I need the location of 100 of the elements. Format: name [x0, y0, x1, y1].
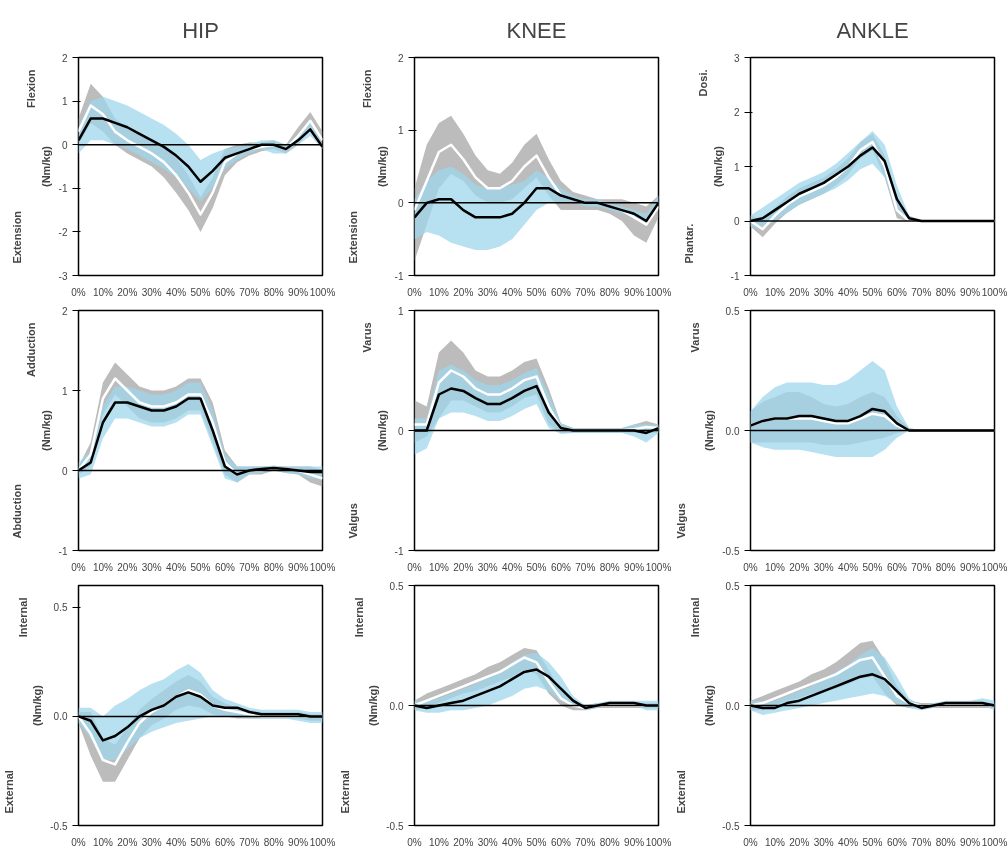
x-tick-label: 100% [645, 561, 672, 573]
x-tick-label: 10% [92, 286, 114, 298]
x-tick-label: 20% [453, 286, 474, 298]
x-tick-label: 30% [813, 836, 834, 848]
x-tick-label: 30% [477, 561, 498, 573]
y-tick-label: -0.5 [722, 545, 740, 557]
x-tick-label: 80% [263, 836, 284, 848]
x-tick-label: 60% [550, 836, 572, 848]
y-tick-label: -1 [730, 270, 740, 282]
y-tick-label: 0.0 [725, 700, 740, 712]
x-tick-label: 10% [428, 561, 450, 573]
y-axis-title: (Nm/kg) [39, 145, 52, 187]
x-tick-label: 30% [813, 286, 834, 298]
x-tick-label: 80% [263, 286, 284, 298]
y-tick-label: 2 [733, 107, 740, 118]
y-tick-label: 1 [397, 305, 404, 317]
x-tick-label: 90% [624, 561, 645, 573]
text: Valgus [346, 503, 359, 539]
x-tick-label: 80% [599, 286, 620, 298]
x-tick-label: 10% [764, 561, 786, 573]
x-tick-label: 30% [141, 561, 162, 573]
text: Extension [10, 210, 23, 264]
chart-title: HIP [182, 17, 219, 43]
text: Flexion [24, 69, 37, 109]
text: Internal [16, 597, 29, 638]
x-tick-label: 20% [789, 286, 810, 298]
x-tick-label: 60% [886, 286, 908, 298]
y-tick-label: 2 [397, 52, 404, 64]
y-tick-label: -1 [58, 545, 68, 557]
x-tick-label: 50% [190, 286, 211, 298]
x-tick-label: 40% [502, 836, 523, 848]
text: External [338, 770, 351, 814]
text: Varus [688, 322, 701, 353]
x-tick-label: 70% [239, 286, 260, 298]
x-tick-label: 40% [838, 286, 859, 298]
x-tick-label: 10% [92, 836, 114, 848]
y-tick-label: -1 [394, 270, 404, 282]
x-tick-label: 40% [166, 561, 187, 573]
x-tick-label: 0% [743, 836, 758, 848]
x-tick-label: 60% [886, 836, 908, 848]
x-tick-label: 40% [838, 836, 859, 848]
x-tick-label: 10% [764, 836, 786, 848]
y-tick-label: 1 [61, 385, 68, 397]
x-tick-label: 70% [911, 836, 932, 848]
x-tick-label: 70% [911, 286, 932, 298]
x-tick-label: 20% [453, 561, 474, 573]
x-tick-label: 80% [935, 286, 956, 298]
x-tick-label: 60% [550, 286, 572, 298]
y-tick-label: 0 [397, 425, 404, 437]
x-tick-label: 30% [813, 561, 834, 573]
x-tick-label: 60% [550, 561, 572, 573]
x-tick-label: 40% [166, 286, 187, 298]
text: External [2, 770, 15, 814]
y-tick-label: 0 [397, 197, 404, 209]
y-tick-label: -1 [394, 545, 404, 557]
x-tick-label: 70% [575, 286, 596, 298]
x-tick-label: 100% [645, 836, 672, 848]
x-tick-label: 0% [743, 286, 758, 298]
text: Dosi. [696, 69, 709, 97]
y-tick-label: -3 [58, 270, 68, 282]
x-tick-label: 90% [288, 286, 309, 298]
y-tick-label: 1 [733, 161, 740, 173]
x-tick-label: 60% [214, 286, 236, 298]
y-tick-label: -0.5 [722, 820, 740, 832]
y-tick-label: 0.5 [725, 305, 740, 317]
x-tick-label: 70% [575, 561, 596, 573]
x-tick-label: 90% [960, 286, 981, 298]
x-tick-label: 80% [935, 836, 956, 848]
x-tick-label: 40% [502, 286, 523, 298]
x-tick-label: 0% [71, 286, 86, 298]
x-tick-label: 40% [838, 561, 859, 573]
y-tick-label: -0.5 [50, 820, 68, 832]
chart-title: ANKLE [836, 17, 909, 43]
y-axis-title: (Nm/kg) [703, 684, 716, 726]
x-tick-label: 70% [575, 836, 596, 848]
y-axis-title: (Nm/kg) [703, 409, 716, 451]
x-tick-label: 30% [477, 836, 498, 848]
x-tick-label: 90% [624, 836, 645, 848]
text: Flexion [360, 69, 373, 109]
y-tick-label: 0.0 [389, 700, 404, 712]
x-tick-label: 10% [92, 561, 114, 573]
x-tick-label: 60% [214, 836, 236, 848]
y-tick-label: 0.5 [725, 580, 740, 592]
y-tick-label: 0 [733, 216, 740, 227]
x-tick-label: 40% [166, 836, 187, 848]
y-axis-title: (Nm/kg) [367, 684, 380, 726]
x-tick-label: 20% [117, 561, 138, 573]
y-tick-label: -2 [58, 226, 68, 238]
x-tick-label: 20% [789, 561, 810, 573]
x-tick-label: 90% [288, 836, 309, 848]
chart-title: KNEE [506, 17, 567, 43]
x-tick-label: 90% [960, 836, 981, 848]
x-tick-label: 70% [239, 836, 260, 848]
y-axis-title: (Nm/kg) [31, 684, 44, 726]
y-tick-label: 0 [61, 465, 68, 477]
x-tick-label: 0% [407, 561, 422, 573]
x-tick-label: 10% [428, 286, 450, 298]
x-tick-label: 0% [71, 836, 86, 848]
text: Varus [360, 322, 373, 353]
x-tick-label: 50% [862, 561, 883, 573]
